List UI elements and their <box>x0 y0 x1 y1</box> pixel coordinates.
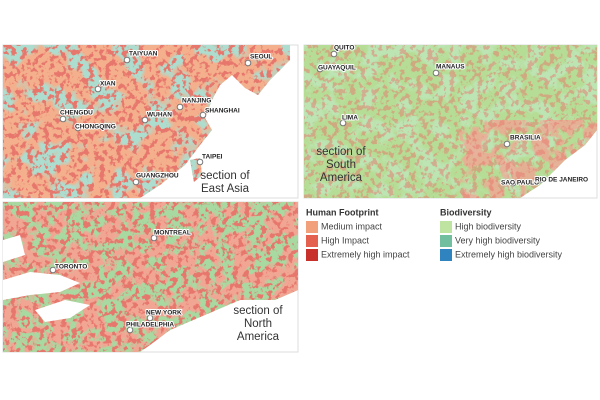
city-label: NEW YORK <box>146 310 182 317</box>
city-marker <box>199 111 207 119</box>
legend: Human Footprint Medium impact High Impact E… <box>306 207 563 261</box>
city-label: SHANGHAI <box>205 108 240 115</box>
city-marker <box>94 85 102 93</box>
city-marker <box>141 116 149 124</box>
panel-caption: section of <box>233 305 283 317</box>
city-marker <box>146 314 154 322</box>
legend-title: Human Footprint <box>306 207 379 217</box>
panel-caption: America <box>237 331 280 343</box>
legend-label: Extremely high biodiversity <box>455 249 563 259</box>
city-label: WUHAN <box>147 112 172 119</box>
panel-caption: America <box>320 172 363 184</box>
city-label: TAIPEI <box>202 154 223 161</box>
city-marker <box>150 234 158 242</box>
panel-caption: South <box>326 159 356 171</box>
city-marker <box>74 124 82 132</box>
legend-swatch <box>440 221 452 233</box>
city-label: XIAN <box>100 81 116 88</box>
panel-caption: section of <box>316 146 366 158</box>
labels: TAIYUAN SEOUL XIAN NANJING SHANGHAI CHENGDU CH… <box>49 44 589 343</box>
city-label: LIMA <box>342 115 358 122</box>
city-marker <box>503 140 511 148</box>
city-label: TORONTO <box>55 264 87 271</box>
legend-swatch <box>306 249 318 261</box>
legend-swatch <box>306 221 318 233</box>
legend-label: Medium impact <box>321 221 383 231</box>
legend-label: Very high biodiversity <box>455 235 541 245</box>
map-north-america <box>3 202 298 352</box>
city-label: CHENGDU <box>60 110 93 117</box>
legend-swatch <box>440 249 452 261</box>
city-label: GUANGZHOU <box>136 173 179 180</box>
legend-label: High biodiversity <box>455 221 522 231</box>
legend-swatch <box>306 235 318 247</box>
map-south-america <box>304 45 597 198</box>
city-marker <box>49 266 57 274</box>
legend-label: Extremely high impact <box>321 249 410 259</box>
city-marker <box>509 179 517 187</box>
city-marker <box>244 59 252 67</box>
city-marker <box>432 69 440 77</box>
legend-title: Biodiversity <box>440 207 492 217</box>
city-label: TAIYUAN <box>129 51 158 58</box>
city-label: SAO PAULO <box>501 180 539 187</box>
legend-swatch <box>440 235 452 247</box>
city-marker <box>132 178 140 186</box>
city-marker <box>536 176 544 184</box>
city-label: GUAYAQUIL <box>318 65 356 72</box>
panel-caption: East Asia <box>201 183 250 195</box>
city-marker <box>126 326 134 334</box>
city-marker <box>330 50 338 58</box>
city-label: MONTREAL <box>154 230 191 237</box>
city-marker <box>339 119 347 127</box>
panel-caption: section of <box>200 170 250 182</box>
city-label: QUITO <box>334 45 354 52</box>
city-label: BRASILIA <box>510 135 541 142</box>
city-label: MANAUS <box>436 64 465 71</box>
city-label: PHILADELPHIA <box>126 322 174 329</box>
city-marker <box>316 65 324 73</box>
city-marker <box>176 103 184 111</box>
city-marker <box>196 158 204 166</box>
city-label: CHONGQING <box>75 124 116 131</box>
panel-caption: North <box>244 318 272 330</box>
legend-label: High Impact <box>321 235 370 245</box>
city-label: NANJING <box>182 98 211 105</box>
city-label: RIO DE JANEIRO <box>535 177 588 184</box>
city-label: SEOUL <box>250 54 272 61</box>
city-marker <box>123 56 131 64</box>
city-marker <box>59 115 67 123</box>
